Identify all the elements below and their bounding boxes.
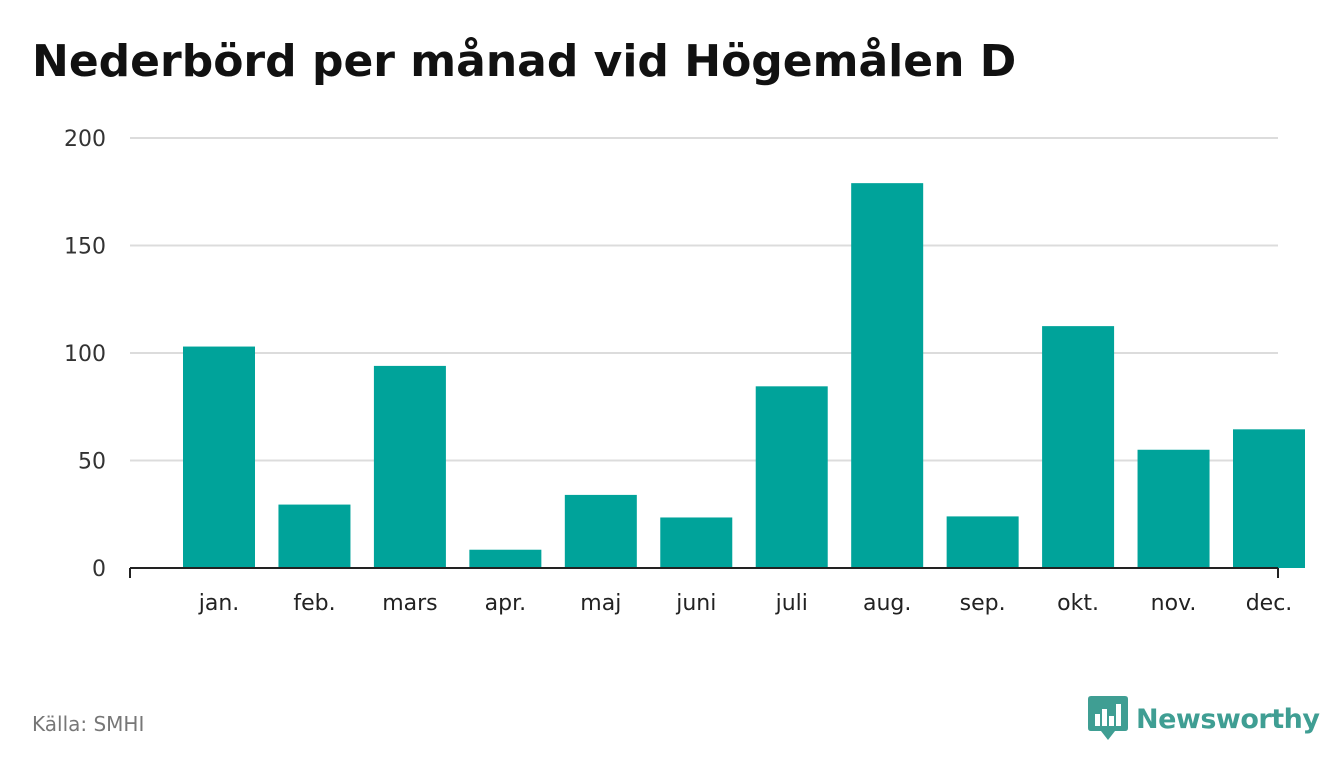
y-tick-label: 100 bbox=[64, 342, 106, 367]
x-tick-label: maj bbox=[580, 591, 621, 616]
bar[interactable] bbox=[660, 517, 733, 568]
x-tick-label: jan. bbox=[198, 591, 240, 616]
x-tick-label: apr. bbox=[485, 591, 526, 616]
bar[interactable] bbox=[373, 365, 446, 568]
x-axis-tick-labels: jan. feb. mars apr. maj juni juli aug. sep. okt. n… bbox=[198, 591, 1293, 616]
y-tick-label: 50 bbox=[78, 450, 106, 475]
x-tick-label: dec. bbox=[1246, 591, 1293, 616]
y-tick-label: 0 bbox=[92, 557, 106, 582]
bar-chart: 0 50 100 150 200 jan. feb. mars apr. maj juni juli… bbox=[64, 127, 1305, 616]
source-note: Källa: SMHI bbox=[32, 712, 145, 736]
x-axis bbox=[129, 567, 1279, 578]
x-tick-label: aug. bbox=[863, 591, 911, 616]
y-tick-label: 150 bbox=[64, 235, 106, 260]
x-tick-label: okt. bbox=[1057, 591, 1099, 616]
y-axis-tick-labels: 0 50 100 150 200 bbox=[64, 127, 106, 582]
x-tick-label: juli bbox=[775, 591, 808, 616]
y-tick-label: 200 bbox=[64, 127, 106, 152]
chart-title: Nederbörd per månad vid Högemålen D bbox=[32, 36, 1017, 87]
bar[interactable] bbox=[1137, 449, 1210, 568]
x-tick-label: mars bbox=[382, 591, 437, 616]
bar[interactable] bbox=[469, 549, 542, 568]
newsworthy-chart-icon bbox=[1088, 696, 1128, 740]
x-tick-label: sep. bbox=[960, 591, 1006, 616]
bar[interactable] bbox=[278, 504, 351, 568]
x-tick-label: feb. bbox=[293, 591, 335, 616]
x-tick-label: nov. bbox=[1151, 591, 1197, 616]
bar[interactable] bbox=[1042, 326, 1115, 568]
brand-name: Newsworthy bbox=[1136, 703, 1320, 735]
bar[interactable] bbox=[183, 346, 255, 568]
bar[interactable] bbox=[851, 183, 924, 568]
bar[interactable] bbox=[1233, 429, 1305, 568]
x-tick-label: juni bbox=[675, 591, 716, 616]
bar[interactable] bbox=[755, 386, 828, 568]
brand-logo[interactable]: Newsworthy bbox=[1088, 696, 1320, 742]
bar[interactable] bbox=[564, 494, 637, 568]
bars bbox=[183, 183, 1305, 568]
bar[interactable] bbox=[946, 516, 1019, 568]
